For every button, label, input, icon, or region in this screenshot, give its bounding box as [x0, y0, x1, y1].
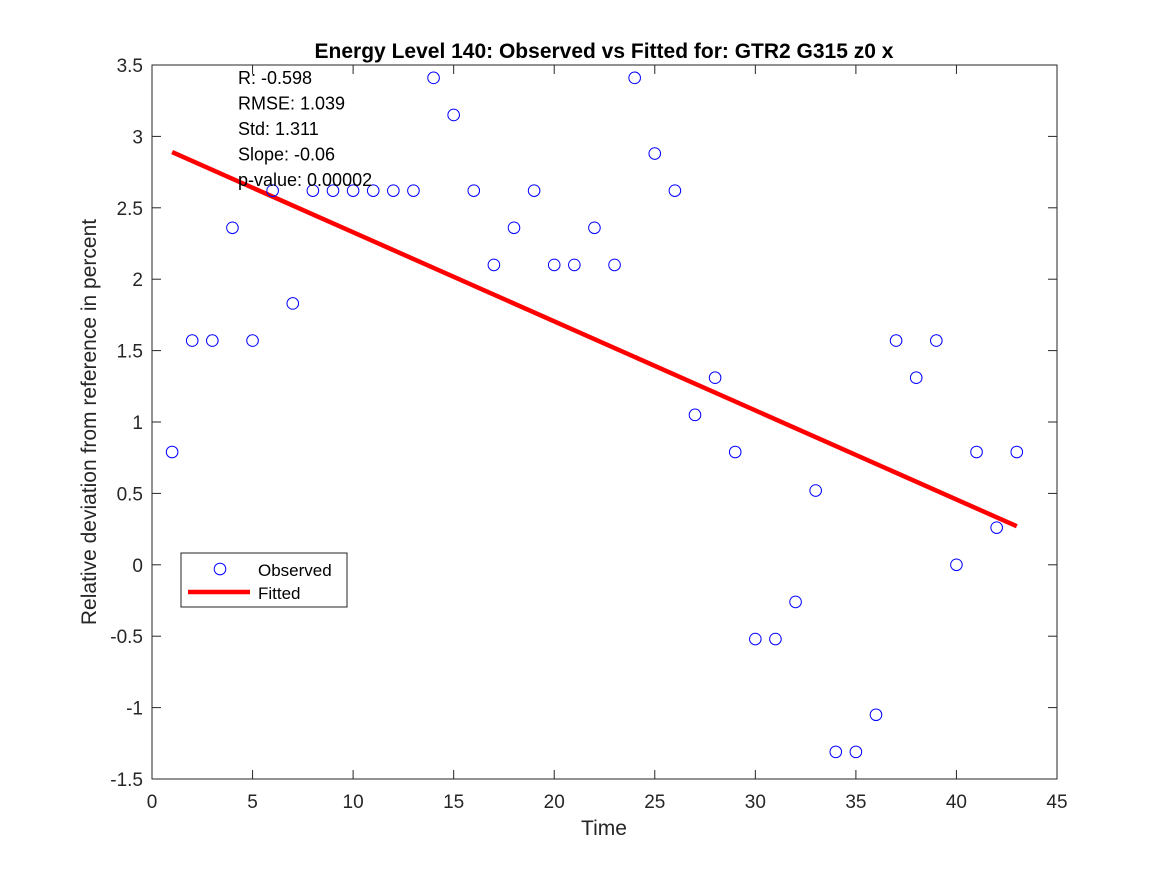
observed-point [829, 745, 843, 759]
x-tick-label: 25 [644, 792, 665, 813]
observed-point [407, 184, 420, 197]
observed-point [427, 71, 440, 85]
legend-box [180, 552, 348, 608]
observed-point [809, 484, 822, 497]
observed-point [206, 334, 219, 347]
observed-point [668, 184, 682, 197]
observed-point [749, 632, 762, 646]
x-tick-label: 5 [247, 792, 258, 813]
observed-point [346, 184, 360, 197]
stat-annotation: Std: 1.311 [238, 119, 319, 139]
y-tick-label: 2.5 [117, 199, 143, 220]
y-tick-label: 3 [132, 127, 143, 148]
x-axis-label: Time [581, 817, 627, 840]
observed-point [950, 558, 963, 572]
y-tick-label: 1 [132, 413, 143, 434]
observed-point [547, 258, 561, 272]
observed-point [849, 745, 863, 759]
observed-point [507, 221, 521, 235]
observed-point [688, 408, 702, 422]
axis-ticks: 0 5 10 15 20 25 30 35 40 45 -1.5 -1 -0.5 0 0.5 1 1.5 2 2.5… [110, 56, 1067, 813]
observed-point [728, 445, 742, 459]
observed-point [387, 184, 400, 197]
x-tick-label: 45 [1046, 792, 1067, 813]
chart-title: Energy Level 140: Observed vs Fitted for… [315, 40, 894, 63]
observed-point [789, 595, 802, 609]
observed-point [226, 221, 239, 235]
observed-point [588, 221, 601, 235]
observed-point [286, 297, 300, 310]
fitted-line-layer [171, 150, 1018, 529]
observed-point [648, 147, 662, 160]
x-tick-label: 20 [544, 792, 565, 813]
observed-point [266, 184, 279, 197]
plot-area [151, 64, 1058, 780]
legend: Observed Fitted [180, 552, 348, 608]
observed-point [568, 258, 581, 272]
stat-annotation: Slope: -0.06 [238, 145, 335, 165]
observed-point [869, 708, 883, 722]
x-tick-label: 15 [443, 792, 464, 813]
stat-annotation: RMSE: 1.039 [238, 94, 345, 114]
observed-point [326, 184, 340, 197]
y-tick-label: 0.5 [117, 484, 143, 505]
observed-point [628, 71, 641, 85]
y-tick-label: 0 [132, 556, 143, 577]
observed-point [527, 184, 541, 197]
observed-point [608, 258, 621, 272]
observed-point [165, 445, 179, 459]
observed-point [185, 334, 199, 347]
observed-point [487, 258, 501, 272]
observed-points [165, 71, 1024, 759]
x-tick-label: 40 [946, 792, 967, 813]
observed-point [306, 184, 320, 197]
observed-point [366, 184, 380, 197]
stat-annotation: R: -0.598 [238, 68, 312, 88]
observed-point [467, 184, 481, 197]
observed-point [246, 334, 259, 347]
x-tick-label: 35 [845, 792, 866, 813]
observed-point [970, 445, 983, 459]
y-tick-label: -1.5 [110, 770, 143, 791]
y-tick-label: 2 [132, 270, 143, 291]
y-tick-label: 1.5 [117, 342, 143, 363]
observed-point [1010, 445, 1024, 459]
observed-point [909, 371, 923, 385]
y-tick-label: 3.5 [117, 56, 143, 77]
fitted-line [171, 150, 1018, 529]
stats-annotations: R: -0.598 RMSE: 1.039 Std: 1.311 Slope: -0.… [238, 68, 372, 190]
legend-fitted-label: Fitted [258, 584, 301, 603]
y-tick-label: -1 [126, 699, 143, 720]
stat-annotation: p-value: 0.00002 [238, 170, 372, 190]
y-axis-label: Relative deviation from reference in per… [78, 219, 101, 625]
observed-point [930, 334, 943, 347]
observed-point [447, 108, 460, 122]
axes-frame [151, 64, 1058, 780]
x-tick-label: 0 [147, 792, 158, 813]
y-tick-label: -0.5 [110, 627, 143, 648]
legend-observed-marker [213, 562, 227, 576]
observed-point [769, 632, 782, 646]
observed-point [708, 371, 722, 385]
observed-point [889, 334, 903, 347]
legend-observed-label: Observed [258, 561, 332, 580]
x-tick-label: 10 [343, 792, 364, 813]
x-tick-label: 30 [745, 792, 766, 813]
observed-point [990, 521, 1003, 534]
